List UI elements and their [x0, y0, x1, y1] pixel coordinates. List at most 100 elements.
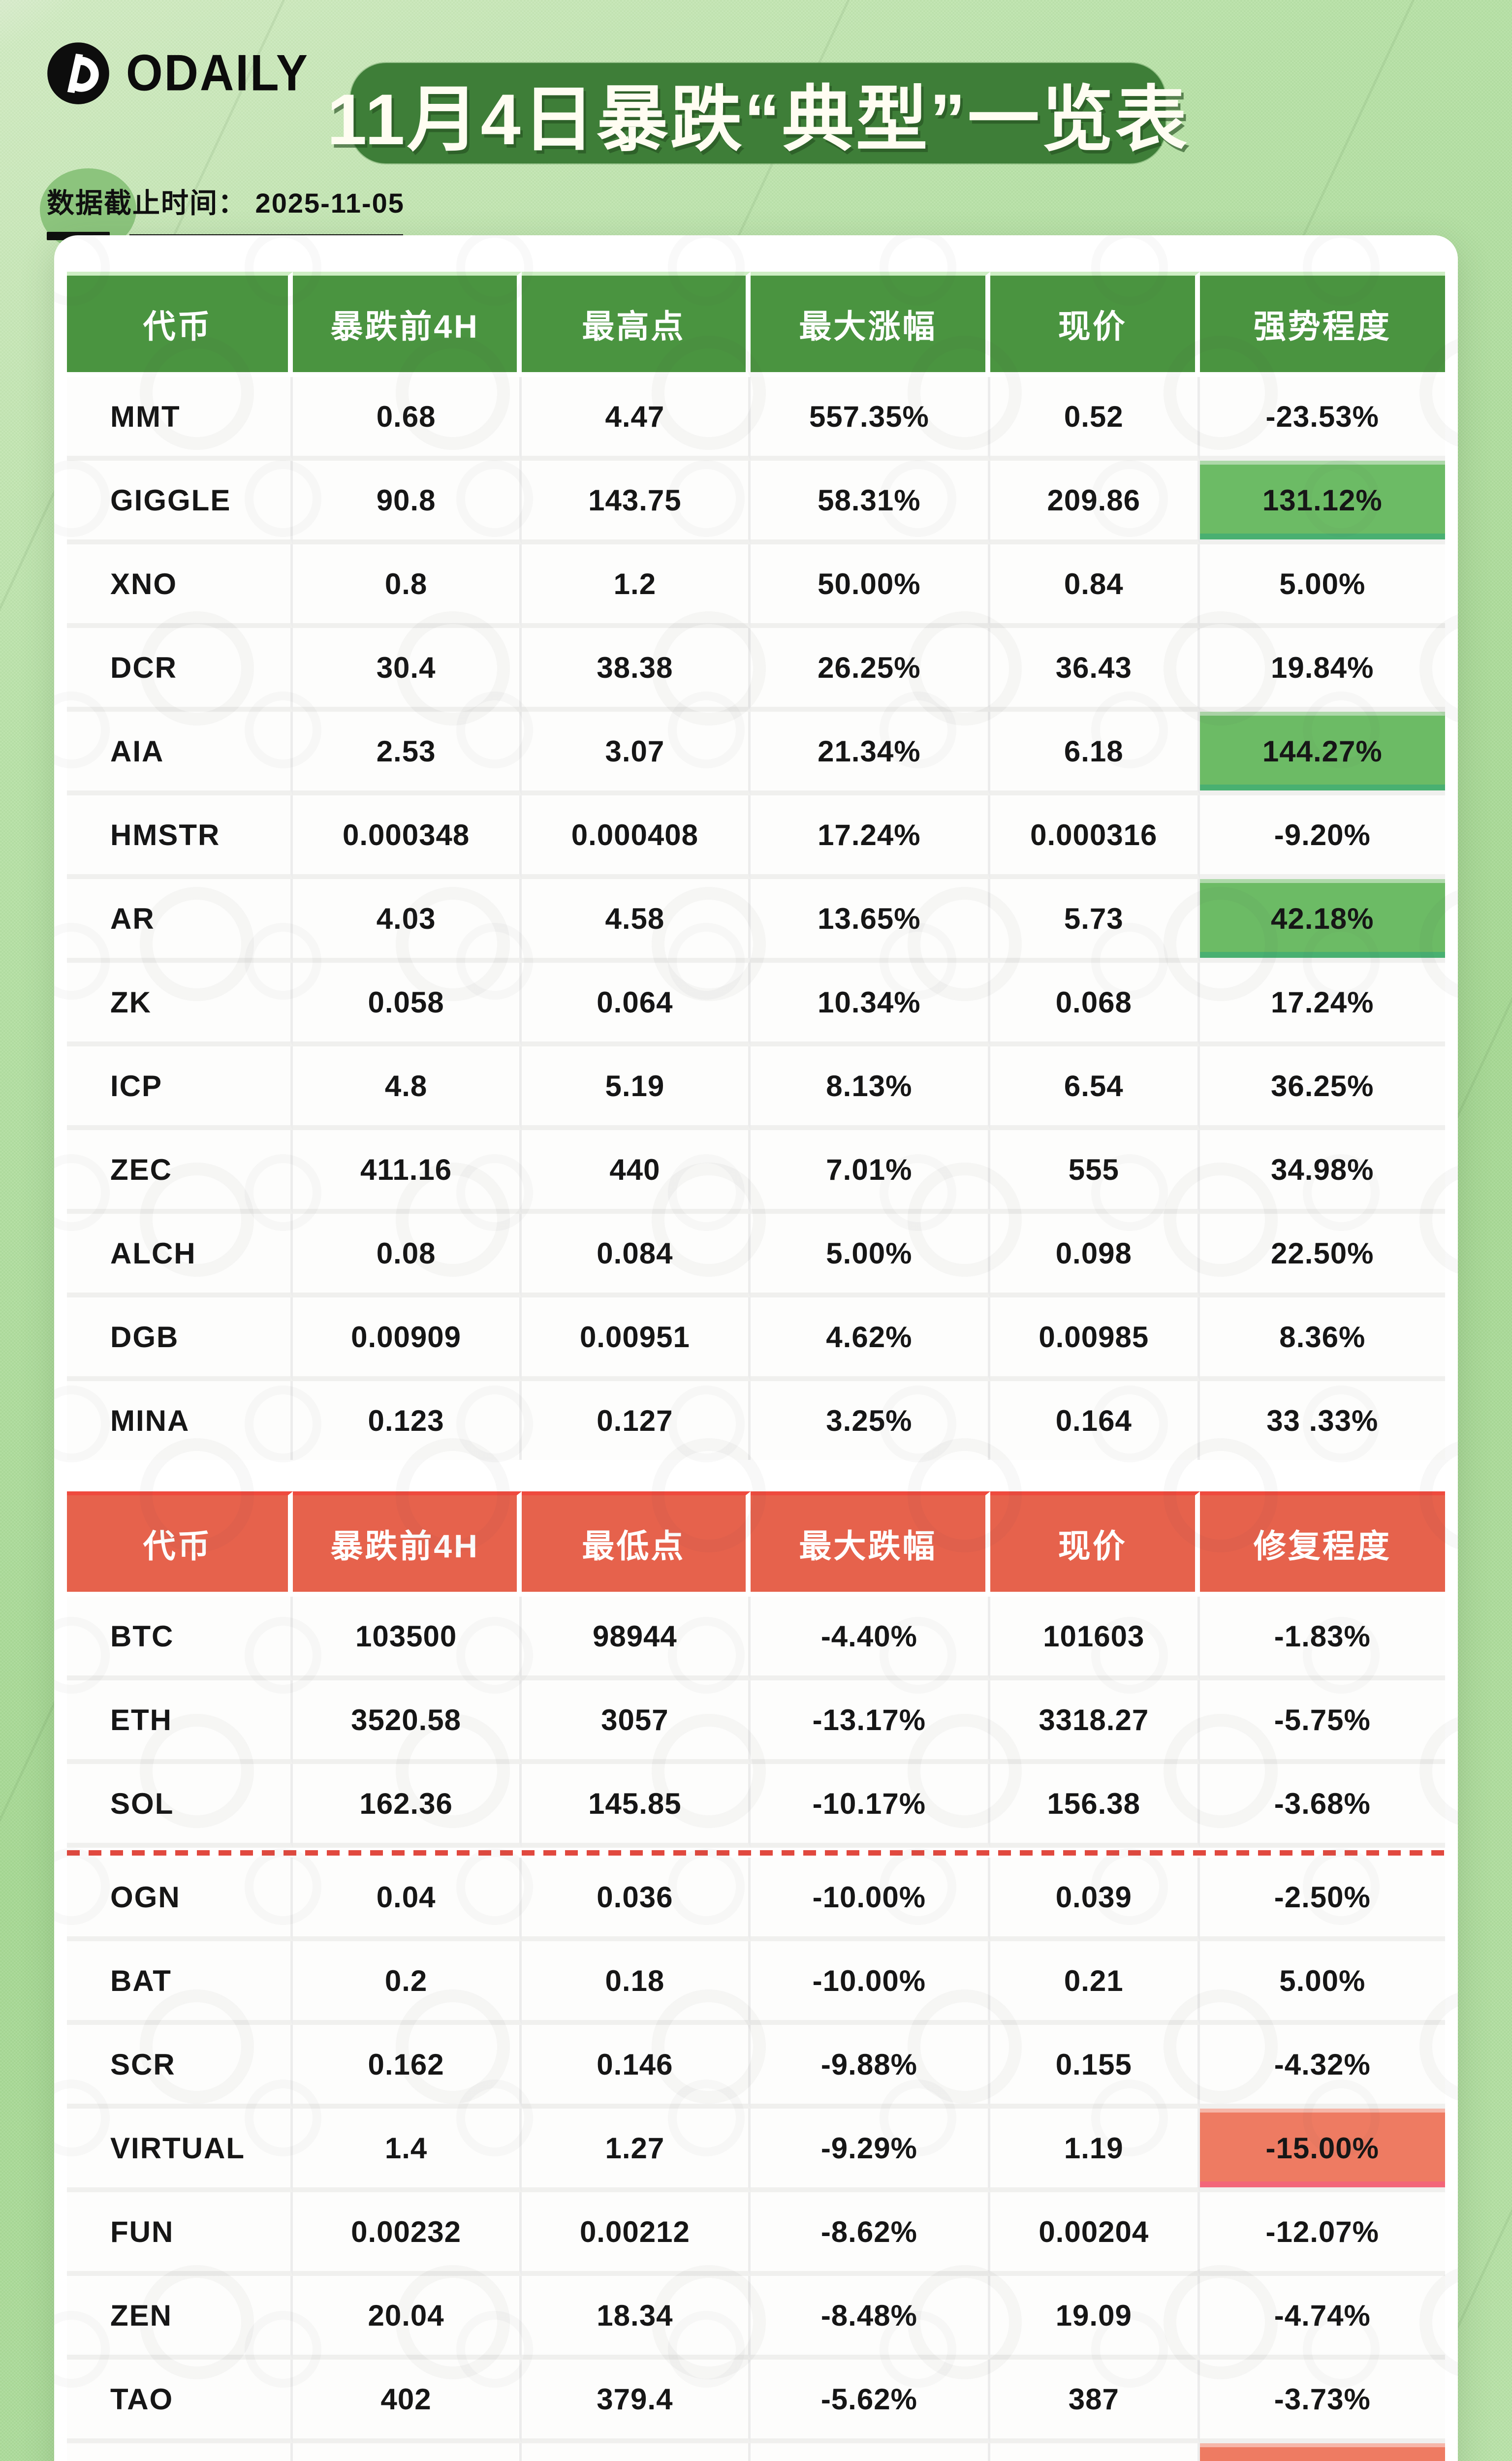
value-cell: 33 .33% — [1199, 1381, 1445, 1460]
value-cell: -5.75% — [1199, 1680, 1445, 1764]
value-cell: -2.50% — [1199, 1858, 1445, 1941]
value-cell: 26.25% — [750, 628, 990, 712]
value-cell: 4.03 — [293, 879, 522, 963]
table-row: SOLV0.01880.0179-4.79%0.0164-12.77% — [67, 2443, 1445, 2461]
value-cell: 0.164 — [990, 1381, 1200, 1460]
coin-cell: ICP — [67, 1046, 293, 1130]
tables-card: 代币 暴跌前4H 最高点 最大涨幅 现价 强势程度 MMT 0.68 4.47 557.35% 0.… — [54, 235, 1458, 2461]
value-cell: 0.21 — [990, 1941, 1200, 2025]
column-header: 最低点 — [521, 1491, 751, 1597]
coin-cell: SCR — [67, 2025, 293, 2109]
coin-cell: ALCH — [67, 1214, 293, 1297]
value-cell: 131.12% — [1199, 461, 1445, 544]
column-header: 最大跌幅 — [750, 1491, 990, 1597]
odaily-logo-text: ODAILY — [126, 44, 309, 102]
coin-cell: MINA — [67, 1381, 293, 1460]
value-cell: 7.01% — [750, 1130, 990, 1214]
value-cell: 0.098 — [990, 1214, 1200, 1297]
coin-cell: ZK — [67, 963, 293, 1046]
value-cell: -3.68% — [1199, 1764, 1445, 1848]
odaily-logo: ODAILY — [45, 40, 309, 106]
value-cell: 8.36% — [1199, 1297, 1445, 1381]
coin-cell: ETH — [67, 1680, 293, 1764]
value-cell: -4.40% — [750, 1597, 990, 1680]
value-cell: -10.00% — [750, 1941, 990, 2025]
value-cell: 4.62% — [750, 1297, 990, 1381]
value-cell: 0.155 — [990, 2025, 1200, 2109]
value-cell: 30.4 — [293, 628, 522, 712]
value-cell: 36.25% — [1199, 1046, 1445, 1130]
coin-cell: AIA — [67, 712, 293, 795]
value-cell: 22.50% — [1199, 1214, 1445, 1297]
value-cell: 411.16 — [293, 1130, 522, 1214]
value-cell: 0.00985 — [990, 1297, 1200, 1381]
value-cell: -4.79% — [750, 2443, 990, 2461]
value-cell: 4.47 — [521, 377, 751, 461]
value-cell: 0.00204 — [990, 2192, 1200, 2276]
value-cell: 4.8 — [293, 1046, 522, 1130]
table-row: TAO 402 379.4 -5.62% 387 -3.73% — [67, 2360, 1445, 2443]
value-cell: 10.34% — [750, 963, 990, 1046]
value-cell: 0.00951 — [521, 1297, 751, 1381]
value-cell: 8.13% — [750, 1046, 990, 1130]
coin-cell: DGB — [67, 1297, 293, 1381]
value-cell: -4.74% — [1199, 2276, 1445, 2360]
value-cell: 42.18% — [1199, 879, 1445, 963]
value-cell: 0.0188 — [293, 2443, 522, 2461]
value-cell: 50.00% — [750, 544, 990, 628]
coin-cell: XNO — [67, 544, 293, 628]
value-cell: 18.34 — [521, 2276, 751, 2360]
column-header: 暴跌前4H — [293, 272, 522, 377]
value-cell: 0.0179 — [521, 2443, 751, 2461]
table-row: ICP 4.8 5.19 8.13% 6.54 36.25% — [67, 1046, 1445, 1130]
value-cell: 379.4 — [521, 2360, 751, 2443]
value-cell: 0.000408 — [521, 795, 751, 879]
title-banner: 11月4日暴跌“典型”一览表 — [327, 55, 1187, 171]
coin-cell: ZEC — [67, 1130, 293, 1214]
table-row: OGN 0.04 0.036 -10.00% 0.039 -2.50% — [67, 1858, 1445, 1941]
coin-cell: DCR — [67, 628, 293, 712]
coin-cell: MMT — [67, 377, 293, 461]
value-cell: 20.04 — [293, 2276, 522, 2360]
table-row: DGB 0.00909 0.00951 4.62% 0.00985 8.36% — [67, 1297, 1445, 1381]
value-cell: -3.73% — [1199, 2360, 1445, 2443]
value-cell: 3.25% — [750, 1381, 990, 1460]
coin-cell: VIRTUAL — [67, 2109, 293, 2192]
value-cell: 0.123 — [293, 1381, 522, 1460]
value-cell: 0.146 — [521, 2025, 751, 2109]
value-cell: 209.86 — [990, 461, 1200, 544]
header-row: 代币 暴跌前4H 最高点 最大涨幅 现价 强势程度 — [67, 272, 1445, 377]
table-row: ALCH 0.08 0.084 5.00% 0.098 22.50% — [67, 1214, 1445, 1297]
value-cell: 0.000348 — [293, 795, 522, 879]
table-row: SOL 162.36 145.85 -10.17% 156.38 -3.68% — [67, 1764, 1445, 1848]
dashed-separator — [67, 1848, 1445, 1858]
table-row: ZEC 411.16 440 7.01% 555 34.98% — [67, 1130, 1445, 1214]
value-cell: 0.84 — [990, 544, 1200, 628]
data-cutoff-text: 数据截止时间： 2025-11-05 — [47, 188, 405, 219]
value-cell: 103500 — [293, 1597, 522, 1680]
value-cell: 3318.27 — [990, 1680, 1200, 1764]
value-cell: 0.52 — [990, 377, 1200, 461]
value-cell: 387 — [990, 2360, 1200, 2443]
value-cell: 5.00% — [750, 1214, 990, 1297]
page-title: 11月4日暴跌“典型”一览表 — [327, 79, 1189, 159]
value-cell: -13.17% — [750, 1680, 990, 1764]
value-cell: 38.38 — [521, 628, 751, 712]
value-cell: 5.00% — [1199, 1941, 1445, 2025]
value-cell: 13.65% — [750, 879, 990, 963]
data-cutoff-badge: 数据截止时间： 2025-11-05 — [40, 168, 405, 251]
column-header: 现价 — [990, 1491, 1200, 1597]
value-cell: 0.058 — [293, 963, 522, 1046]
column-header: 代币 — [67, 272, 293, 377]
value-cell: 19.09 — [990, 2276, 1200, 2360]
value-cell: 402 — [293, 2360, 522, 2443]
value-cell: -9.29% — [750, 2109, 990, 2192]
value-cell: 0.127 — [521, 1381, 751, 1460]
column-header: 现价 — [990, 272, 1200, 377]
table-row: BAT 0.2 0.18 -10.00% 0.21 5.00% — [67, 1941, 1445, 2025]
value-cell: -12.07% — [1199, 2192, 1445, 2276]
value-cell: 0.2 — [293, 1941, 522, 2025]
value-cell: 0.068 — [990, 963, 1200, 1046]
column-header: 代币 — [67, 1491, 293, 1597]
